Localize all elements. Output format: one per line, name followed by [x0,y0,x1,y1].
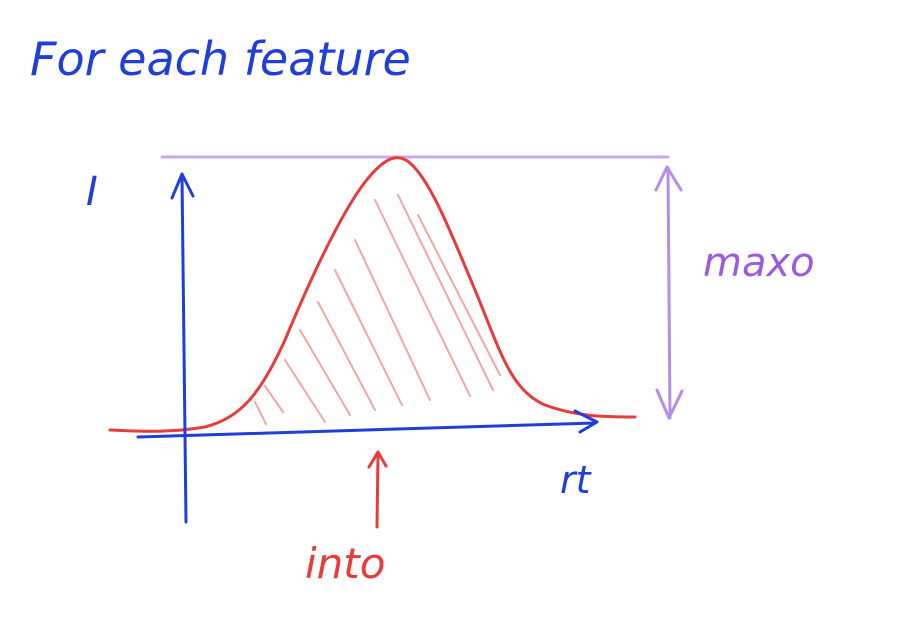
x-axis-arrowhead [573,409,599,434]
x-axis [136,421,597,439]
height-arrow-top-head [654,165,683,192]
area-label: into [305,539,385,588]
area-arrow [375,453,380,529]
y-axis [180,174,188,524]
height-arrow [666,166,672,420]
height-arrow-bottom-head [655,388,684,420]
area-hatching [254,194,501,425]
area-arrowhead [367,450,388,469]
y-axis-label: I [86,169,98,215]
peak-curve [108,156,637,433]
x-axis-label: rt [560,458,593,502]
height-label: maxo [703,240,815,286]
diagram-title: For each feature [30,32,411,86]
y-axis-arrowhead [170,172,195,200]
